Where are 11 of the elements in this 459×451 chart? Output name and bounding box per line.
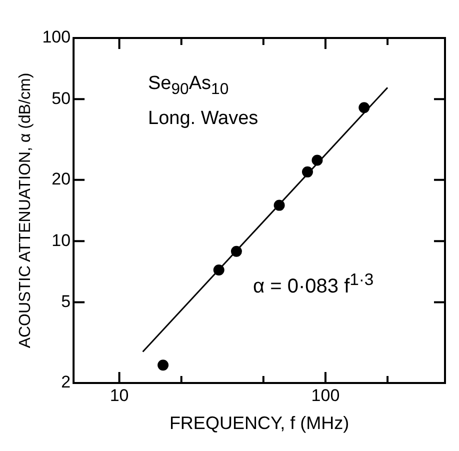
y-tick-label: 50 xyxy=(52,88,71,108)
y-tick-label: 10 xyxy=(52,230,71,250)
x-axis-title: FREQUENCY, f (MHz) xyxy=(169,413,350,434)
y-tick-label: 2 xyxy=(61,372,71,392)
y-tick-label: 5 xyxy=(61,292,71,311)
annotation: Se$_{90}$As$_{10}$ xyxy=(148,73,229,99)
y-tick-label: 20 xyxy=(52,170,71,189)
annotation: α = 0·083 f$^{1·3}$ xyxy=(253,270,374,299)
y-axis-title: ACOUSTIC ATTENUATION, α (dB/cm) xyxy=(17,72,34,348)
annotation: Long. Waves xyxy=(148,108,258,130)
y-tick-label: 100 xyxy=(42,28,71,47)
